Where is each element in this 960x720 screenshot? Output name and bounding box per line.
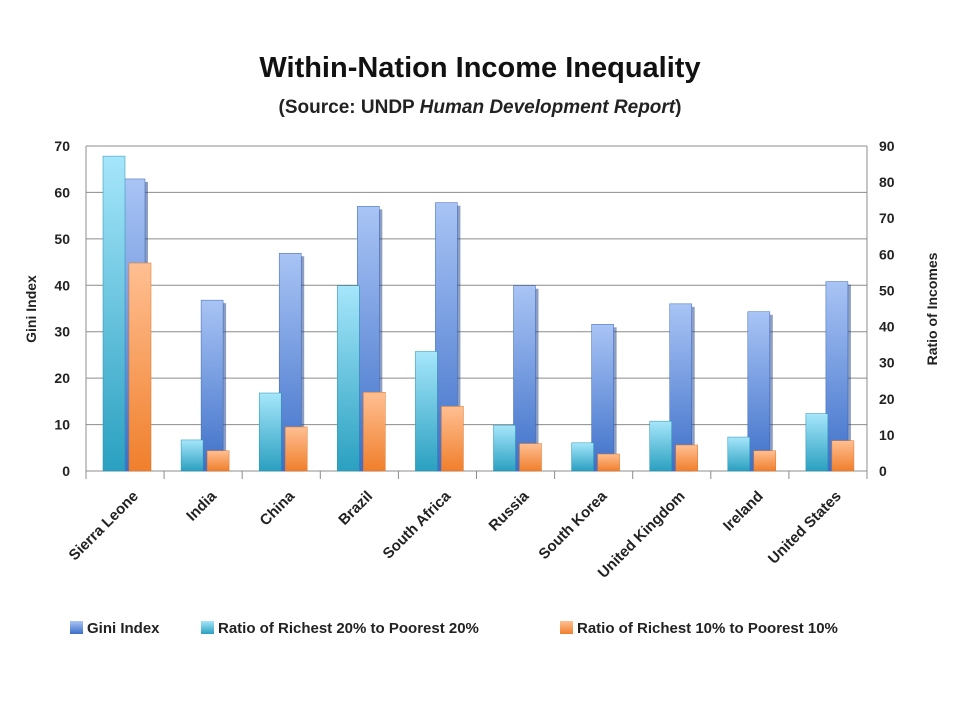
y2-tick-label: 60 bbox=[879, 246, 895, 262]
y-tick-label: 70 bbox=[54, 138, 70, 154]
y-tick-label: 10 bbox=[54, 417, 70, 433]
y2-tick-label: 90 bbox=[879, 138, 895, 154]
x-tick-label: India bbox=[183, 487, 220, 524]
bar-gini-shadow bbox=[691, 306, 695, 471]
y2-tick-label: 80 bbox=[879, 174, 895, 190]
legend-swatch bbox=[201, 621, 214, 634]
x-tick-label: Brazil bbox=[335, 488, 376, 529]
bar-gini-shadow bbox=[301, 256, 305, 471]
legend-swatch bbox=[560, 621, 573, 634]
y2-tick-label: 30 bbox=[879, 355, 895, 371]
y2-tick-label: 70 bbox=[879, 210, 895, 226]
bar-ratio-20 bbox=[180, 439, 204, 472]
legend: Gini Index Ratio of Richest 20% to Poores… bbox=[70, 620, 838, 637]
y2-tick-label: 0 bbox=[879, 463, 887, 479]
bar-ratio-20 bbox=[727, 436, 751, 472]
chart-subtitle: (Source: UNDP Human Development Report) bbox=[0, 97, 960, 119]
bar-ratio-10 bbox=[753, 450, 777, 472]
bar-gini-shadow bbox=[379, 209, 383, 471]
bar-gini-shadow bbox=[613, 327, 617, 471]
bar-gini-shadow bbox=[769, 314, 773, 471]
y-tick-label: 20 bbox=[54, 370, 70, 386]
y2-tick-label: 50 bbox=[879, 282, 895, 298]
y-tick-label: 50 bbox=[54, 231, 70, 247]
y2-tick-label: 20 bbox=[879, 391, 895, 407]
x-tick-label: Russia bbox=[486, 487, 533, 534]
bar-ratio-20 bbox=[258, 392, 282, 472]
y-axis-label: Gini Index bbox=[23, 275, 39, 343]
bar-gini-index bbox=[591, 324, 614, 472]
legend-label: Ratio of Richest 20% to Poorest 20% bbox=[218, 620, 479, 637]
bar-ratio-10 bbox=[128, 262, 152, 472]
bar-ratio-10 bbox=[441, 406, 464, 472]
bar-ratio-10 bbox=[284, 426, 308, 472]
chart-title: Within-Nation Income Inequality bbox=[259, 52, 701, 84]
y2-tick-label: 40 bbox=[879, 319, 895, 335]
y2-tick-label: 10 bbox=[879, 427, 895, 443]
bar-ratio-20 bbox=[415, 351, 438, 472]
legend-label: Ratio of Richest 10% to Poorest 10% bbox=[577, 620, 838, 637]
bar-gini-shadow bbox=[847, 284, 851, 471]
x-tick-label: Sierra Leone bbox=[66, 488, 142, 564]
bar-ratio-10 bbox=[597, 453, 620, 472]
bar-ratio-10 bbox=[675, 444, 698, 472]
x-tick-label: Ireland bbox=[720, 488, 767, 535]
bar-gini-index bbox=[747, 311, 771, 472]
bar-gini-shadow bbox=[457, 205, 461, 471]
bar-ratio-10 bbox=[206, 450, 230, 472]
y-tick-label: 40 bbox=[54, 277, 70, 293]
bar-ratio-10 bbox=[519, 443, 542, 472]
y-tick-label: 30 bbox=[54, 324, 70, 340]
subtitle-suffix: ) bbox=[675, 97, 682, 118]
y-tick-label: 0 bbox=[62, 463, 70, 479]
bar-ratio-20 bbox=[102, 155, 126, 472]
bar-ratio-10 bbox=[831, 440, 855, 472]
x-tick-label: South Korea bbox=[535, 487, 611, 563]
subtitle-prefix: (Source: UNDP bbox=[278, 97, 420, 118]
x-tick-label: United States bbox=[765, 488, 845, 568]
subtitle-italic: Human Development Report bbox=[419, 97, 676, 118]
bar-gini-index bbox=[200, 299, 224, 472]
y2-axis-label: Ratio of Incomes bbox=[924, 252, 940, 365]
x-tick-label: United Kingdom bbox=[595, 488, 689, 582]
bar-gini-shadow bbox=[223, 303, 227, 471]
x-tick-label: China bbox=[257, 487, 299, 529]
bar-gini-index bbox=[513, 285, 536, 472]
bar-ratio-10 bbox=[363, 392, 386, 472]
bars bbox=[102, 155, 855, 472]
legend-swatch bbox=[70, 621, 83, 634]
bar-ratio-20 bbox=[493, 424, 516, 472]
bar-ratio-20 bbox=[649, 420, 672, 472]
x-tick-label: South Africa bbox=[380, 487, 455, 562]
bar-ratio-20 bbox=[337, 285, 360, 472]
legend-label: Gini Index bbox=[87, 620, 160, 637]
bar-gini-shadow bbox=[535, 288, 539, 471]
bar-ratio-20 bbox=[571, 442, 594, 472]
y-tick-label: 60 bbox=[54, 184, 70, 200]
bar-ratio-20 bbox=[805, 413, 829, 472]
